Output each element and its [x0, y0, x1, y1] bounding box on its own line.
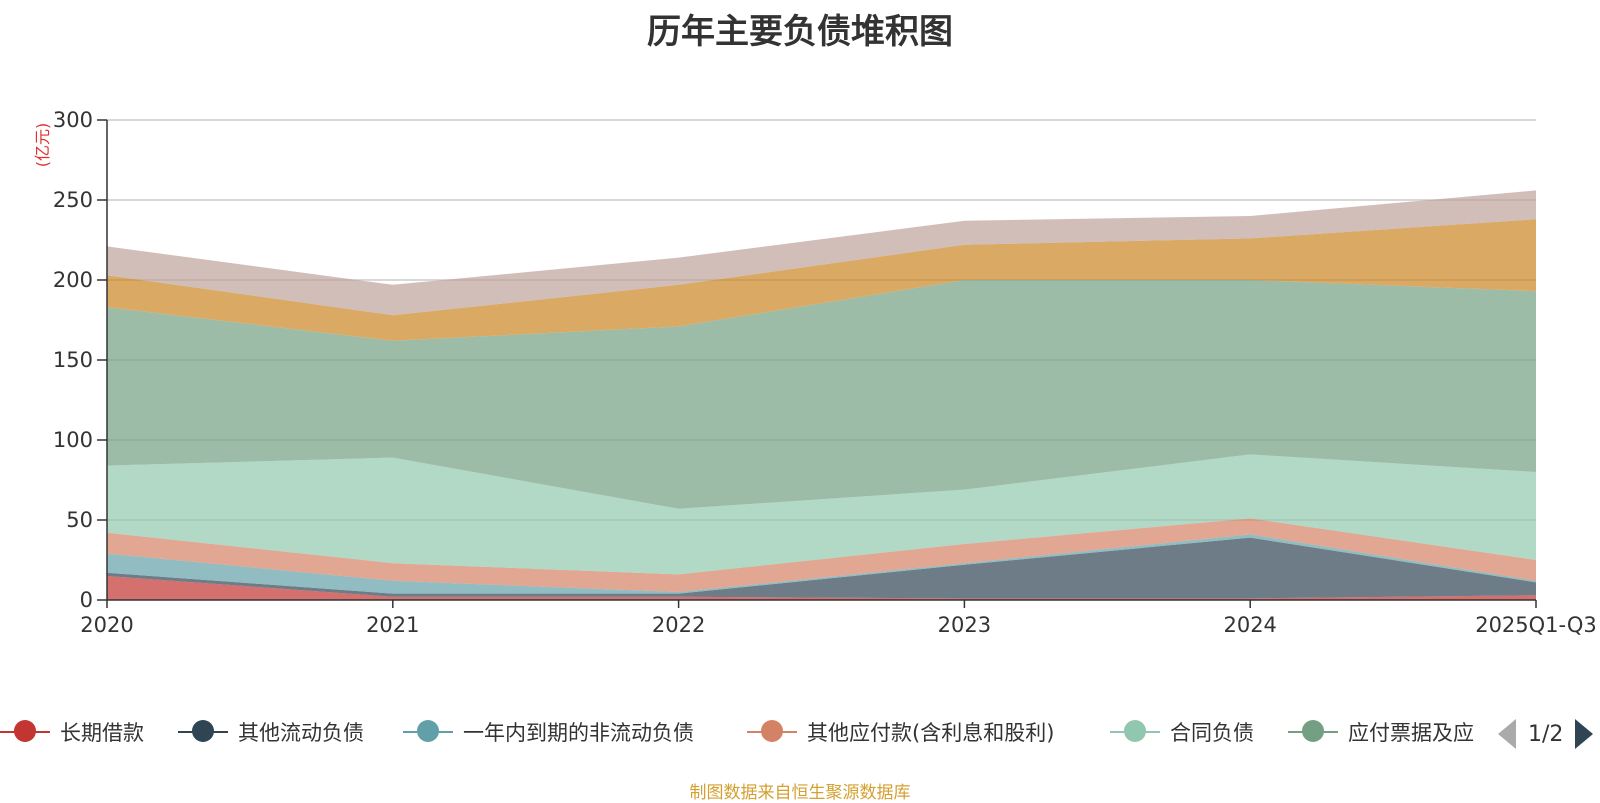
- y-tick-label: 150: [53, 348, 93, 372]
- y-tick-label: 100: [53, 428, 93, 452]
- x-tick-label: 2023: [938, 613, 991, 637]
- x-tick-label: 2022: [652, 613, 705, 637]
- axes: 0 50 100 150 200 250 300 2020 2021 2022 2023 2024 20…: [53, 108, 1597, 637]
- legend-marker-icon: [1110, 720, 1160, 742]
- area-series: [107, 518, 1536, 592]
- x-tick-label: 2020: [80, 613, 133, 637]
- legend-prev-arrow-icon[interactable]: [1498, 719, 1516, 749]
- y-tick-label: 200: [53, 268, 93, 292]
- legend-next-arrow-icon[interactable]: [1575, 719, 1594, 749]
- area-series: [107, 537, 1536, 599]
- y-axis-unit: (亿元): [33, 123, 52, 168]
- chart-canvas: 0 50 100 150 200 250 300 2020 2021 2022 2023 2024 20…: [33, 108, 1597, 637]
- y-tick-label: 250: [53, 188, 93, 212]
- y-tick-label: 0: [80, 588, 93, 612]
- legend-label: 其他流动负债: [238, 721, 364, 745]
- legend-marker-icon: [1288, 720, 1338, 742]
- legend-label: 一年内到期的非流动负债: [463, 721, 694, 745]
- chart-title: 历年主要负债堆积图: [647, 12, 953, 52]
- legend-dot-icon: [1124, 720, 1146, 742]
- area-series: [107, 190, 1536, 316]
- data-source-note: 制图数据来自恒生聚源数据库: [689, 783, 911, 803]
- legend-label: 合同负债: [1170, 721, 1254, 745]
- legend-dot-icon: [192, 720, 214, 742]
- y-tick-label: 50: [66, 508, 93, 532]
- x-tick-label: 2025Q1-Q3: [1475, 613, 1597, 637]
- legend-label: 长期借款: [60, 721, 144, 745]
- legend-dot-icon: [1302, 720, 1324, 742]
- area-series: [107, 219, 1536, 341]
- legend-marker-icon: [747, 720, 797, 742]
- legend-item[interactable]: 应付票据及应: [1288, 712, 1474, 752]
- legend-label: 应付票据及应: [1348, 721, 1474, 745]
- x-tick-label: 2024: [1223, 613, 1276, 637]
- area-series: [107, 280, 1536, 509]
- legend-dot-icon: [14, 720, 36, 742]
- legend-item[interactable]: 合同负债: [1110, 712, 1254, 752]
- area-series: [107, 454, 1536, 575]
- legend-item[interactable]: 长期借款: [0, 712, 144, 752]
- legend-marker-icon: [0, 720, 50, 742]
- legend-label: 其他应付款(含利息和股利): [807, 721, 1055, 745]
- legend: 长期借款 其他流动负债 一年内到期的非流动负债 其他应付款(含利息和股利) 合同负债 应付…: [0, 712, 1600, 752]
- legend-pager: 1/2: [1498, 716, 1594, 752]
- area-series: [107, 576, 1536, 600]
- legend-item[interactable]: 其他应付款(含利息和股利): [747, 712, 1054, 752]
- y-tick-label: 300: [53, 108, 93, 132]
- legend-dot-icon: [417, 720, 439, 742]
- legend-item[interactable]: 其他流动负债: [178, 712, 364, 752]
- x-tick-label: 2021: [366, 613, 419, 637]
- legend-dot-icon: [761, 720, 783, 742]
- legend-item[interactable]: 一年内到期的非流动负债: [403, 712, 694, 752]
- legend-marker-icon: [403, 720, 453, 742]
- legend-marker-icon: [178, 720, 228, 742]
- stacked-areas: [107, 190, 1536, 600]
- legend-page-indicator: 1/2: [1528, 721, 1564, 747]
